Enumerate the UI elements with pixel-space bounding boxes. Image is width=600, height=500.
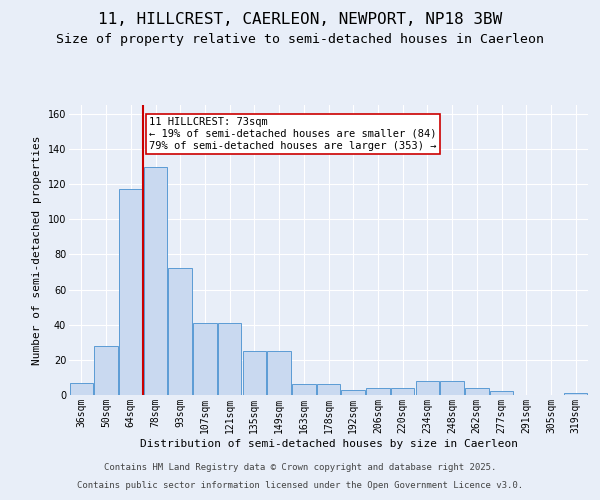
Bar bbox=[144, 166, 167, 395]
Text: Size of property relative to semi-detached houses in Caerleon: Size of property relative to semi-detach… bbox=[56, 32, 544, 46]
Bar bbox=[119, 190, 143, 395]
Bar bbox=[440, 381, 464, 395]
Bar bbox=[218, 323, 241, 395]
Text: 11 HILLCREST: 73sqm
← 19% of semi-detached houses are smaller (84)
79% of semi-d: 11 HILLCREST: 73sqm ← 19% of semi-detach… bbox=[149, 118, 437, 150]
X-axis label: Distribution of semi-detached houses by size in Caerleon: Distribution of semi-detached houses by … bbox=[139, 438, 517, 448]
Bar bbox=[94, 346, 118, 395]
Bar bbox=[490, 392, 513, 395]
Bar bbox=[391, 388, 415, 395]
Bar bbox=[292, 384, 316, 395]
Text: Contains HM Land Registry data © Crown copyright and database right 2025.: Contains HM Land Registry data © Crown c… bbox=[104, 464, 496, 472]
Bar bbox=[341, 390, 365, 395]
Bar bbox=[268, 351, 291, 395]
Bar bbox=[242, 351, 266, 395]
Bar bbox=[366, 388, 389, 395]
Bar bbox=[169, 268, 192, 395]
Bar bbox=[564, 393, 587, 395]
Bar bbox=[416, 381, 439, 395]
Text: Contains public sector information licensed under the Open Government Licence v3: Contains public sector information licen… bbox=[77, 481, 523, 490]
Text: 11, HILLCREST, CAERLEON, NEWPORT, NP18 3BW: 11, HILLCREST, CAERLEON, NEWPORT, NP18 3… bbox=[98, 12, 502, 28]
Y-axis label: Number of semi-detached properties: Number of semi-detached properties bbox=[32, 135, 42, 365]
Bar bbox=[193, 323, 217, 395]
Bar bbox=[70, 382, 93, 395]
Bar bbox=[465, 388, 488, 395]
Bar bbox=[317, 384, 340, 395]
